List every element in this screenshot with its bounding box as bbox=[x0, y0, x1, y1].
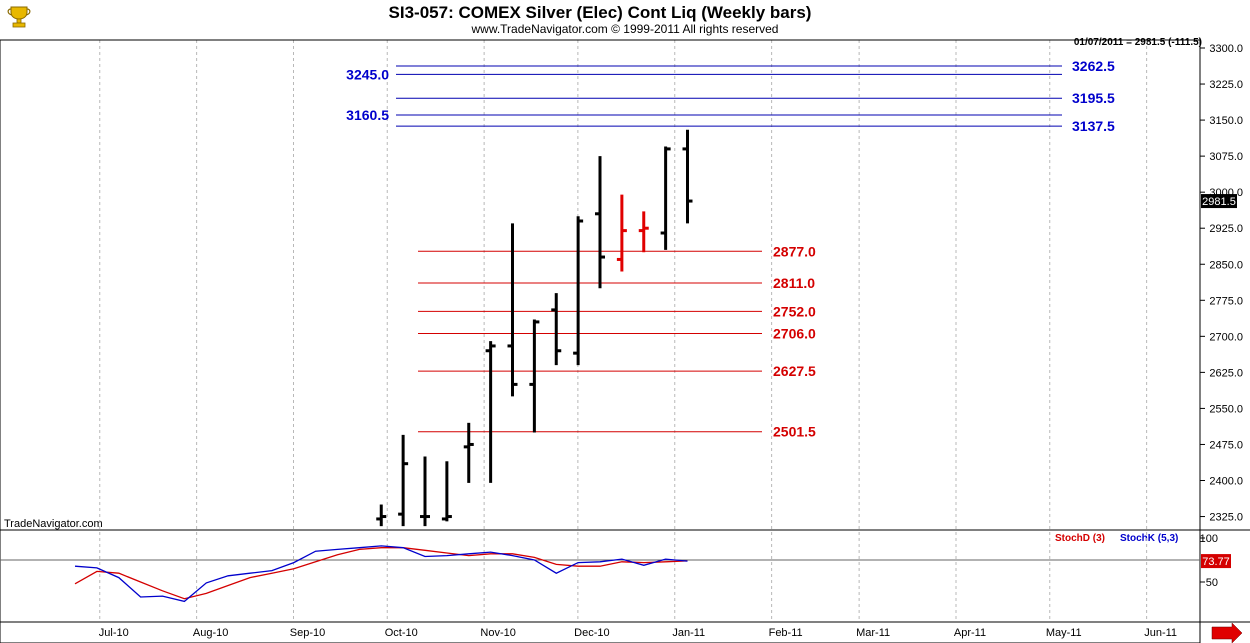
y-tick-label: 2925.0 bbox=[1209, 223, 1243, 235]
last-price-info: 01/07/2011 = 2981.5 (-111.5) bbox=[1073, 37, 1202, 48]
x-tick-label: Aug-10 bbox=[193, 627, 228, 639]
y-tick-label: 3300.0 bbox=[1209, 43, 1243, 55]
y-tick-label: 3150.0 bbox=[1209, 115, 1243, 127]
resistance-label: 3195.5 bbox=[1072, 90, 1115, 106]
watermark-text: TradeNavigator.com bbox=[4, 518, 103, 530]
y-tick-label: 2625.0 bbox=[1209, 367, 1243, 379]
x-tick-label: May-11 bbox=[1046, 627, 1082, 639]
support-label: 2706.0 bbox=[773, 325, 816, 341]
stoch-series-line bbox=[74, 547, 688, 600]
ohlc-bar bbox=[529, 319, 540, 433]
ohlc-bar bbox=[485, 341, 496, 483]
plot-frame bbox=[0, 39, 1201, 643]
y-tick-label: 2700.0 bbox=[1209, 331, 1243, 343]
support-label: 2501.5 bbox=[773, 424, 816, 440]
x-tick-label: Nov-10 bbox=[480, 627, 515, 639]
ohlc-bar bbox=[507, 223, 518, 397]
ohlc-bar bbox=[376, 504, 387, 527]
ohlc-bar bbox=[441, 461, 452, 522]
x-tick-label: Sep-10 bbox=[290, 627, 325, 639]
y-tick-label: 2475.0 bbox=[1209, 439, 1243, 451]
chart-title: SI3-057: COMEX Silver (Elec) Cont Liq (W… bbox=[388, 3, 812, 22]
y-tick-label: 2775.0 bbox=[1209, 295, 1243, 307]
x-tick-label: Apr-11 bbox=[954, 627, 986, 639]
y-tick-label: 2850.0 bbox=[1209, 259, 1243, 271]
x-tick-label: Feb-11 bbox=[769, 627, 803, 639]
resistance-label: 3137.5 bbox=[1072, 118, 1115, 134]
legend-stochd: StochD (3) bbox=[1055, 533, 1105, 544]
stoch-last-box bbox=[1201, 554, 1231, 569]
support-label: 2752.0 bbox=[773, 303, 816, 319]
last-price-box bbox=[1201, 194, 1237, 209]
ohlc-bar bbox=[463, 422, 474, 483]
trophy-logo-icon bbox=[7, 6, 31, 28]
y-tick-label: 2325.0 bbox=[1209, 512, 1243, 524]
resistance-label: 3160.5 bbox=[346, 107, 389, 123]
ohlc-bar bbox=[616, 194, 627, 272]
last-price-label: 2981.5 bbox=[1202, 196, 1236, 208]
support-label: 2811.0 bbox=[773, 275, 815, 291]
resistance-label: 3245.0 bbox=[346, 66, 389, 82]
x-tick-label: Jul-10 bbox=[99, 627, 129, 639]
resistance-label: 3262.5 bbox=[1072, 58, 1115, 74]
stoch-last-label: 73.77 bbox=[1202, 556, 1230, 568]
x-tick-label: Dec-10 bbox=[574, 627, 609, 639]
y-tick-label: 2400.0 bbox=[1209, 476, 1243, 488]
x-tick-label: Jun-11 bbox=[1144, 627, 1177, 639]
ohlc-bar bbox=[551, 293, 562, 366]
support-label: 2877.0 bbox=[773, 243, 816, 259]
ohlc-bar bbox=[595, 156, 605, 289]
stoch-series-line bbox=[74, 545, 688, 603]
y-tick-label: 2550.0 bbox=[1209, 403, 1243, 415]
stoch-tick-label: 100 bbox=[1200, 533, 1218, 545]
ohlc-bar bbox=[573, 216, 584, 366]
x-tick-label: Jan-11 bbox=[672, 627, 705, 639]
x-tick-label: Oct-10 bbox=[385, 627, 418, 639]
ohlc-bar bbox=[660, 146, 671, 250]
chart-subtitle: www.TradeNavigator.com © 1999-2011 All r… bbox=[471, 22, 779, 36]
scroll-right-arrow-icon[interactable] bbox=[1211, 622, 1243, 643]
ohlc-bar bbox=[420, 456, 430, 527]
stoch-tick-label: 50 bbox=[1206, 577, 1218, 589]
y-tick-label: 3225.0 bbox=[1209, 79, 1243, 91]
y-tick-label: 3075.0 bbox=[1209, 151, 1243, 163]
ohlc-bar bbox=[398, 434, 409, 527]
x-tick-label: Mar-11 bbox=[856, 627, 890, 639]
legend-stochk: StochK (5,3) bbox=[1120, 533, 1179, 544]
support-label: 2627.5 bbox=[773, 363, 816, 379]
ohlc-bar bbox=[638, 211, 649, 253]
ohlc-bar bbox=[682, 129, 693, 224]
